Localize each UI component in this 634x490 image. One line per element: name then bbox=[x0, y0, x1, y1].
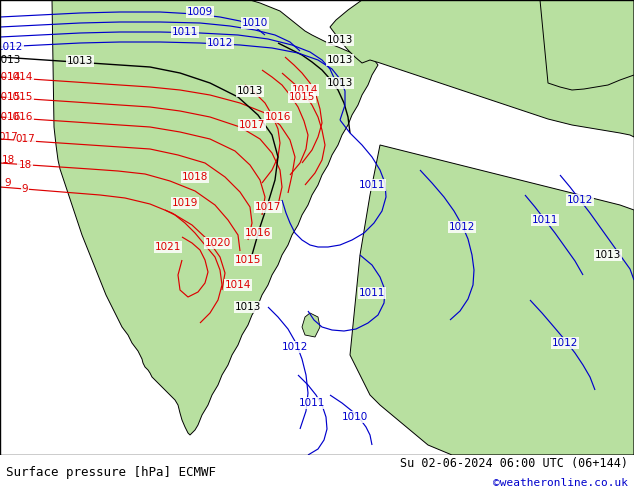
Text: 18: 18 bbox=[1, 155, 15, 165]
Text: 1013: 1013 bbox=[327, 35, 353, 45]
Text: 1013: 1013 bbox=[235, 302, 261, 312]
Text: 1013: 1013 bbox=[67, 56, 93, 66]
Text: 9: 9 bbox=[4, 178, 11, 188]
Text: 1010: 1010 bbox=[342, 412, 368, 422]
Text: 1012: 1012 bbox=[0, 42, 23, 52]
Text: 017: 017 bbox=[0, 132, 18, 142]
Text: 1015: 1015 bbox=[235, 255, 261, 265]
Text: 1013: 1013 bbox=[0, 55, 21, 65]
Text: 1014: 1014 bbox=[225, 280, 251, 290]
Text: 1012: 1012 bbox=[449, 222, 476, 232]
Text: 1011: 1011 bbox=[299, 398, 325, 408]
Text: 1012: 1012 bbox=[552, 338, 578, 348]
Text: 1017: 1017 bbox=[239, 120, 265, 130]
Polygon shape bbox=[540, 0, 634, 90]
Text: 1015: 1015 bbox=[7, 92, 33, 102]
Text: 1015: 1015 bbox=[289, 92, 315, 102]
Text: ©weatheronline.co.uk: ©weatheronline.co.uk bbox=[493, 478, 628, 488]
Text: 1018: 1018 bbox=[182, 172, 208, 182]
Text: 1014: 1014 bbox=[7, 72, 33, 82]
Text: 1012: 1012 bbox=[567, 195, 593, 205]
Text: Surface pressure [hPa] ECMWF: Surface pressure [hPa] ECMWF bbox=[6, 466, 216, 479]
Text: 1013: 1013 bbox=[327, 78, 353, 88]
Text: 1012: 1012 bbox=[281, 342, 308, 352]
Polygon shape bbox=[302, 313, 320, 337]
Text: 1016: 1016 bbox=[0, 112, 21, 122]
Text: 1014: 1014 bbox=[292, 85, 318, 95]
Text: 1011: 1011 bbox=[172, 27, 198, 37]
Text: 9: 9 bbox=[22, 184, 29, 194]
Polygon shape bbox=[330, 0, 634, 137]
Text: 1021: 1021 bbox=[155, 242, 181, 252]
Text: 1011: 1011 bbox=[532, 215, 558, 225]
Text: 1017: 1017 bbox=[255, 202, 281, 212]
Text: 1012: 1012 bbox=[207, 38, 233, 48]
Text: 1010: 1010 bbox=[242, 18, 268, 28]
Text: 1013: 1013 bbox=[327, 55, 353, 65]
Text: 1011: 1011 bbox=[359, 288, 385, 298]
Text: 1020: 1020 bbox=[205, 238, 231, 248]
Text: 017: 017 bbox=[15, 134, 35, 144]
Text: 1015: 1015 bbox=[0, 92, 21, 102]
Text: 1009: 1009 bbox=[187, 7, 213, 17]
Text: 1016: 1016 bbox=[245, 228, 271, 238]
Text: 1011: 1011 bbox=[359, 180, 385, 190]
Text: 1013: 1013 bbox=[237, 86, 263, 96]
Polygon shape bbox=[52, 0, 378, 435]
Text: 1016: 1016 bbox=[7, 112, 33, 122]
Text: 18: 18 bbox=[18, 160, 32, 170]
Polygon shape bbox=[350, 145, 634, 455]
Text: Su 02-06-2024 06:00 UTC (06+144): Su 02-06-2024 06:00 UTC (06+144) bbox=[399, 457, 628, 470]
Text: 1016: 1016 bbox=[265, 112, 291, 122]
Text: 1014: 1014 bbox=[0, 72, 21, 82]
Text: 1019: 1019 bbox=[172, 198, 198, 208]
Text: 1013: 1013 bbox=[595, 250, 621, 260]
